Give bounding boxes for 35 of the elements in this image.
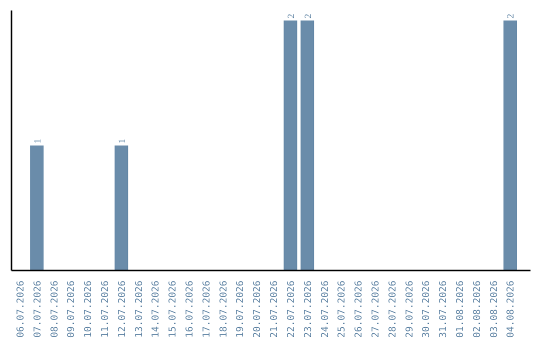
x-tick-label: 12.07.2026: [116, 280, 128, 338]
x-tick-label: 13.07.2026: [134, 280, 145, 338]
data-label: 1: [118, 138, 128, 144]
x-tick-label: 10.07.2026: [83, 280, 94, 338]
x-tick-label: 15.07.2026: [168, 280, 179, 338]
data-label: 2: [286, 14, 297, 18]
x-tick-label: 28.07.2026: [387, 280, 398, 338]
x-tick-label: 27.07.2026: [370, 280, 382, 338]
x-tick-label: 11.07.2026: [100, 280, 111, 338]
data-label: 2: [304, 14, 314, 18]
x-tick-label: 20.07.2026: [252, 280, 264, 338]
x-tick-label: 18.07.2026: [218, 280, 230, 338]
x-tick-label: 17.07.2026: [201, 280, 212, 338]
x-tick-label: 09.07.2026: [66, 280, 78, 338]
data-label: 2: [506, 14, 517, 18]
x-tick-label: 21.07.2026: [269, 280, 280, 338]
x-tick-label: 06.07.2026: [15, 280, 26, 338]
x-tick-label: 08.07.2026: [49, 280, 60, 338]
x-tick-label: 24.07.2026: [320, 280, 331, 338]
x-tick-label: 02.08.2026: [472, 280, 483, 338]
x-tick-label: 26.07.2026: [354, 280, 365, 338]
x-tick-label: 01.08.2026: [454, 280, 466, 338]
x-tick-label: 25.07.2026: [336, 280, 348, 338]
x-tick-label: 07.07.2026: [32, 280, 44, 338]
x-tick-label: 04.08.2026: [506, 280, 517, 338]
x-tick-label: 16.07.2026: [184, 280, 196, 338]
x-tick-label: 23.07.2026: [302, 280, 314, 338]
data-label: 1: [33, 138, 44, 144]
x-tick-label: 03.08.2026: [488, 280, 500, 338]
x-tick-label: 22.07.2026: [286, 280, 297, 338]
x-tick-label: 14.07.2026: [150, 280, 162, 338]
x-tick-label: 31.07.2026: [438, 280, 450, 338]
x-tick-label: 29.07.2026: [404, 280, 416, 338]
x-tick-label: 30.07.2026: [421, 280, 432, 338]
x-tick-label: 19.07.2026: [235, 280, 246, 338]
